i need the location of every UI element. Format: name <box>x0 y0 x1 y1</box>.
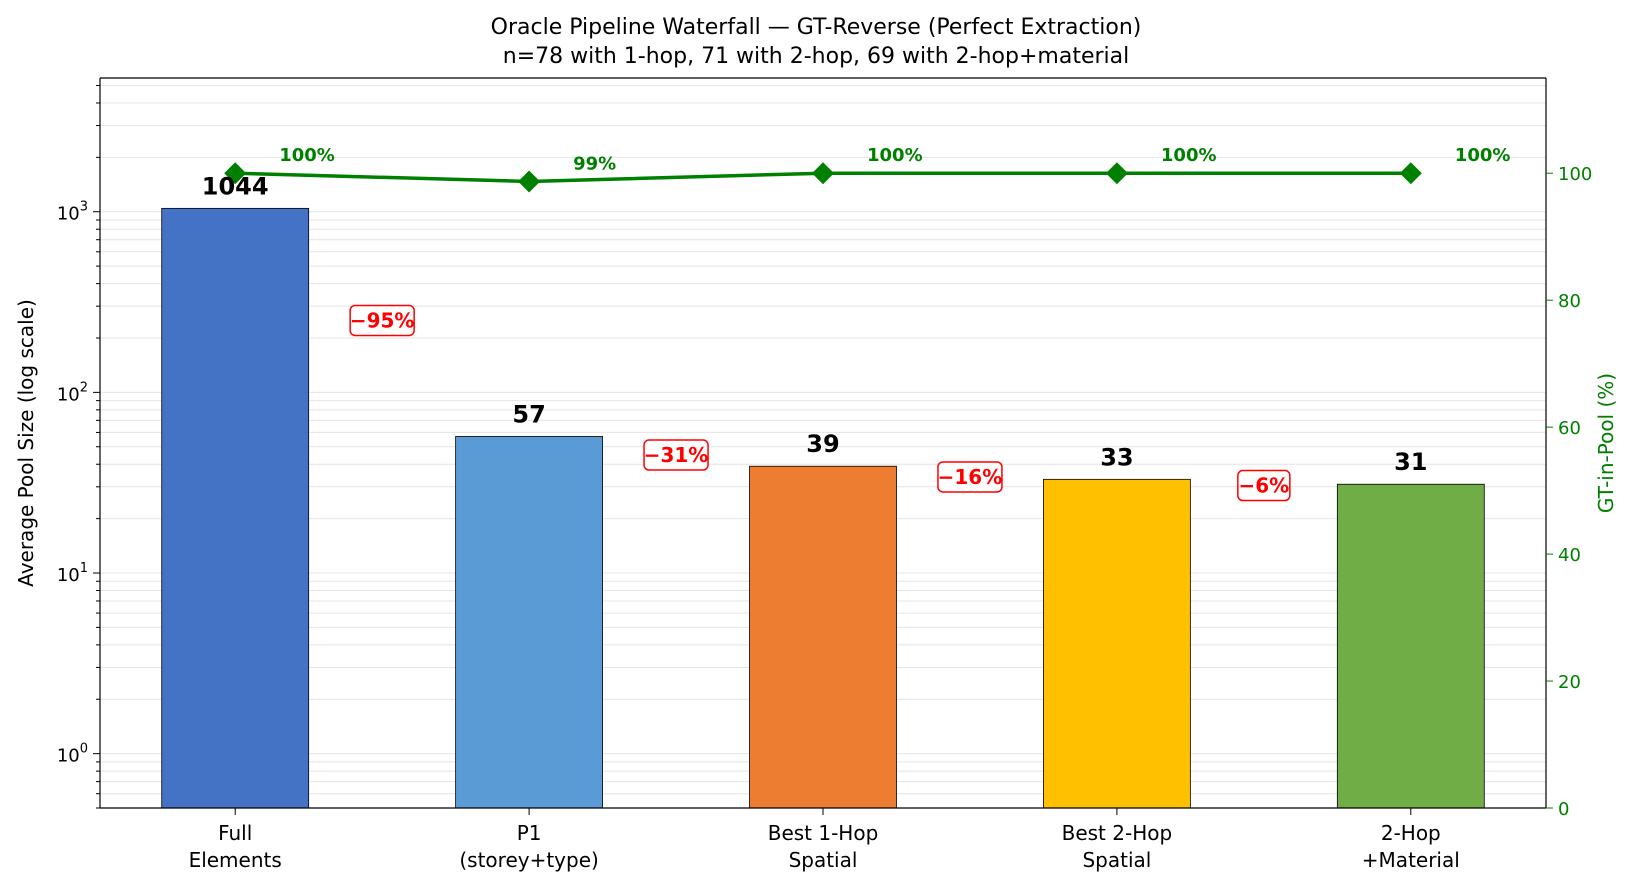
y-tick-exponent: 0 <box>80 742 88 757</box>
gt-point <box>812 162 834 185</box>
reduction-box <box>937 461 1003 493</box>
bar-value-label: 57 <box>512 400 545 428</box>
y2-tick-label: 40 <box>1558 545 1581 566</box>
bar-value-label: 39 <box>806 430 839 458</box>
y2-tick-label: 0 <box>1558 799 1569 820</box>
x-tick-label: Full <box>218 821 252 845</box>
gt-point <box>224 162 247 185</box>
bar <box>455 436 603 809</box>
bar <box>161 207 310 809</box>
y2-tick-label: 60 <box>1558 418 1581 439</box>
chart-title-group: Oracle Pipeline Waterfall — GT-Reverse (… <box>491 15 1142 69</box>
x-tick-label: Spatial <box>789 848 858 872</box>
y-tick-exponent: 3 <box>80 200 88 215</box>
bars <box>161 207 1485 809</box>
gt-point <box>1399 162 1422 185</box>
y-tick-label: 103 <box>57 200 88 225</box>
x-tick-label: 2-Hop <box>1381 821 1441 845</box>
bar <box>749 465 897 809</box>
chart-subtitle: n=78 with 1-hop, 71 with 2-hop, 69 with … <box>503 44 1129 69</box>
reduction-label: −95% <box>350 308 415 332</box>
y2-tick-label: 100 <box>1558 164 1592 185</box>
reduction-box <box>1237 469 1291 502</box>
bar-value-label: 33 <box>1100 443 1133 471</box>
gt-pct-label: 99% <box>573 153 616 174</box>
y-tick-label: 101 <box>57 561 88 586</box>
reduction-label: −6% <box>1238 474 1289 498</box>
chart-title: Oracle Pipeline Waterfall — GT-Reverse (… <box>491 15 1142 40</box>
gt-point <box>518 170 541 193</box>
y-tick-label: 100 <box>57 742 88 767</box>
x-tick-label: Elements <box>189 848 282 872</box>
x-tick-label: Spatial <box>1082 848 1151 872</box>
bar-value-label: 31 <box>1394 448 1427 476</box>
annotations: 1044 57 39 33 31 100% 99% 100% 100% 100% −95% −31% −… <box>202 145 1511 502</box>
bar <box>1336 483 1485 809</box>
x-tick-label: +Material <box>1362 848 1460 872</box>
reduction-box <box>643 439 709 471</box>
y2-tick-label: 20 <box>1558 672 1581 693</box>
y-tick-exponent: 1 <box>80 561 88 576</box>
gt-pct-label: 100% <box>279 145 335 166</box>
y-axis-label: Average Pool Size (log scale) <box>14 299 38 587</box>
x-tick-label: P1 <box>517 821 542 845</box>
y2-axis-label: GT-in-Pool (%) <box>1594 373 1618 513</box>
y2-tick-label: 80 <box>1558 291 1581 312</box>
x-tick-label: (storey+type) <box>459 848 598 872</box>
y-tick-exponent: 2 <box>80 380 88 395</box>
x-tick-label: Best 2-Hop <box>1062 821 1173 845</box>
bar <box>1043 478 1191 809</box>
gt-pct-label: 100% <box>867 145 923 166</box>
y-tick-label: 102 <box>57 380 88 405</box>
reduction-box <box>349 304 415 337</box>
reduction-label: −31% <box>644 443 709 467</box>
bar-value-label: 1044 <box>202 172 269 200</box>
reduction-label: −16% <box>938 465 1003 489</box>
gt-pct-label: 100% <box>1161 145 1217 166</box>
gt-point <box>1105 162 1128 185</box>
axes: 100101102103020406080100FullElementsP1(s… <box>57 77 1592 872</box>
gt-line <box>224 162 1422 193</box>
x-tick-label: Best 1-Hop <box>768 821 879 845</box>
gt-pct-label: 100% <box>1455 145 1511 166</box>
